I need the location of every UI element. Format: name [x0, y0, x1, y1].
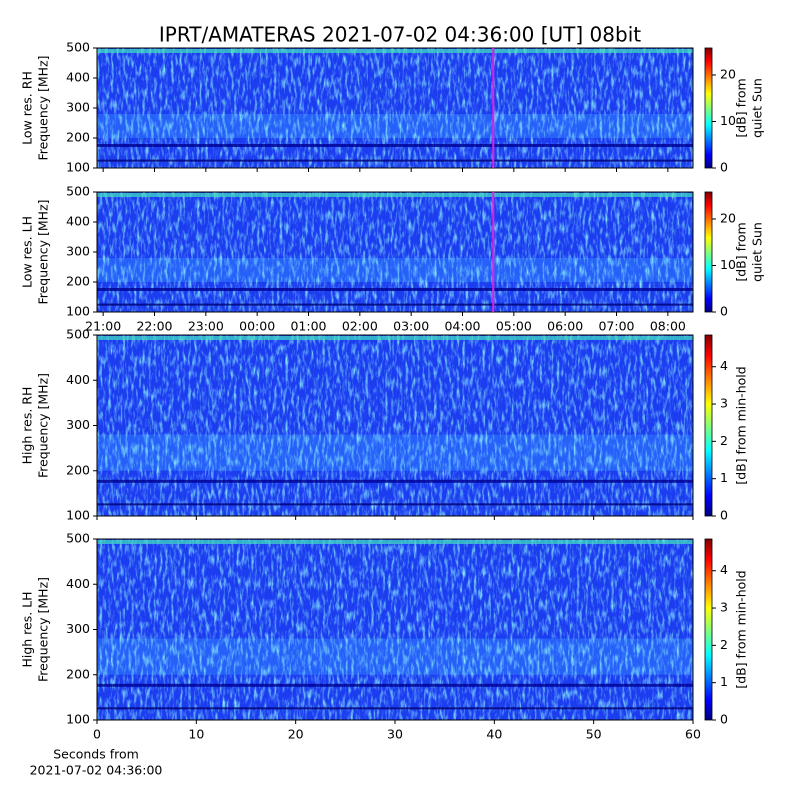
- chart-title: IPRT/AMATERAS 2021-07-02 04:36:00 [UT] 0…: [159, 23, 641, 47]
- y-axis-label: Frequency [MHz]: [36, 373, 51, 478]
- colorbar-tick-label: 4: [720, 358, 728, 373]
- y-axis-label: Low res. LH: [20, 216, 35, 288]
- y-axis-label: Low res. RH: [20, 71, 35, 145]
- x-tick-label: 10: [188, 727, 204, 742]
- spectrogram-dark: [97, 503, 693, 506]
- colorbar-tick-label: 4: [720, 562, 728, 577]
- colorbar: [704, 538, 713, 721]
- colorbar-label: quiet Sun: [750, 78, 765, 138]
- y-tick-label: 500: [66, 40, 90, 55]
- colorbar-tick-label: 2: [720, 433, 728, 448]
- colorbar-tick-label: 10: [720, 113, 736, 128]
- colorbar-tick-label: 3: [720, 600, 728, 615]
- x-tick-label: 60: [685, 727, 701, 742]
- x-tick-label: 23:00: [188, 319, 224, 334]
- y-tick-label: 100: [66, 304, 90, 319]
- colorbar-tick-label: 3: [720, 396, 728, 411]
- x-tick-label: 21:00: [85, 319, 121, 334]
- y-tick-label: 200: [66, 462, 90, 477]
- colorbar-tick-label: 20: [720, 210, 736, 225]
- x-tick-label: 08:00: [650, 319, 686, 334]
- y-tick-label: 300: [66, 100, 90, 115]
- colorbar-tick-label: 1: [720, 470, 728, 485]
- y-tick-label: 300: [66, 244, 90, 259]
- colorbar-tick-label: 1: [720, 674, 728, 689]
- x-tick-label: 05:00: [496, 319, 532, 334]
- y-tick-label: 400: [66, 576, 90, 591]
- spectrogram-noise: [97, 335, 693, 516]
- spectrogram-noise: [97, 48, 693, 168]
- x-tick-label: 00:00: [239, 319, 275, 334]
- colorbar: [704, 47, 713, 169]
- y-tick-label: 400: [66, 70, 90, 85]
- spectrogram-dark: [97, 707, 693, 710]
- spectrogram-edge: [97, 336, 693, 340]
- x-tick-label: 30: [387, 727, 403, 742]
- colorbar-tick-label: 20: [720, 66, 736, 81]
- y-tick-label: 200: [66, 666, 90, 681]
- colorbar-label: [dB] from min-hold: [734, 570, 749, 688]
- y-tick-label: 400: [66, 214, 90, 229]
- spectrogram-edge: [97, 49, 693, 53]
- x-tick-label: 22:00: [136, 319, 172, 334]
- spectrogram-noise: [97, 192, 693, 312]
- y-axis-label: High res. LH: [20, 591, 35, 667]
- x-axis-label: 2021-07-02 04:36:00: [30, 763, 163, 778]
- y-tick-label: 500: [66, 531, 90, 546]
- x-tick-label: 06:00: [547, 319, 583, 334]
- y-tick-label: 400: [66, 372, 90, 387]
- x-tick-label: 50: [586, 727, 602, 742]
- spectrogram-edge: [97, 540, 693, 544]
- colorbar-label: quiet Sun: [750, 222, 765, 282]
- colorbar-tick-label: 0: [720, 304, 728, 319]
- y-tick-label: 100: [66, 712, 90, 727]
- spectrogram-dark: [97, 303, 693, 306]
- y-axis-label: Frequency [MHz]: [36, 55, 51, 160]
- y-axis-label: Frequency [MHz]: [36, 199, 51, 304]
- x-tick-label: 0: [93, 727, 101, 742]
- spectrogram-dark: [97, 144, 693, 147]
- y-axis-label: High res. RH: [20, 387, 35, 465]
- y-tick-label: 300: [66, 417, 90, 432]
- colorbar-tick-label: 0: [720, 508, 728, 523]
- y-tick-label: 500: [66, 327, 90, 342]
- y-tick-label: 300: [66, 621, 90, 636]
- y-tick-label: 200: [66, 274, 90, 289]
- colorbar-tick-label: 2: [720, 637, 728, 652]
- y-tick-label: 200: [66, 130, 90, 145]
- spectrogram-noise: [97, 539, 693, 720]
- spectrogram-edge: [97, 193, 693, 197]
- colorbar-tick-label: 0: [720, 712, 728, 727]
- colorbar-label: [dB] from min-hold: [734, 366, 749, 484]
- spectrogram-dark: [97, 159, 693, 162]
- x-tick-label: 07:00: [598, 319, 634, 334]
- x-tick-label: 02:00: [342, 319, 378, 334]
- colorbar-label: [dB] from: [734, 78, 749, 137]
- spectrogram-dark: [97, 683, 693, 687]
- y-tick-label: 500: [66, 184, 90, 199]
- x-tick-label: 04:00: [444, 319, 480, 334]
- colorbar-tick-label: 0: [720, 160, 728, 175]
- x-axis-label: Seconds from: [53, 747, 139, 762]
- colorbar-tick-label: 10: [720, 257, 736, 272]
- colorbar: [704, 191, 713, 313]
- x-tick-label: 20: [288, 727, 304, 742]
- colorbar: [704, 334, 713, 517]
- spectrogram-dark: [97, 288, 693, 291]
- y-tick-label: 100: [66, 508, 90, 523]
- x-tick-label: 40: [486, 727, 502, 742]
- x-tick-label: 03:00: [393, 319, 429, 334]
- spectrogram-dark: [97, 479, 693, 483]
- colorbar-label: [dB] from: [734, 222, 749, 281]
- y-tick-label: 100: [66, 160, 90, 175]
- x-tick-label: 01:00: [290, 319, 326, 334]
- y-axis-label: Frequency [MHz]: [36, 577, 51, 682]
